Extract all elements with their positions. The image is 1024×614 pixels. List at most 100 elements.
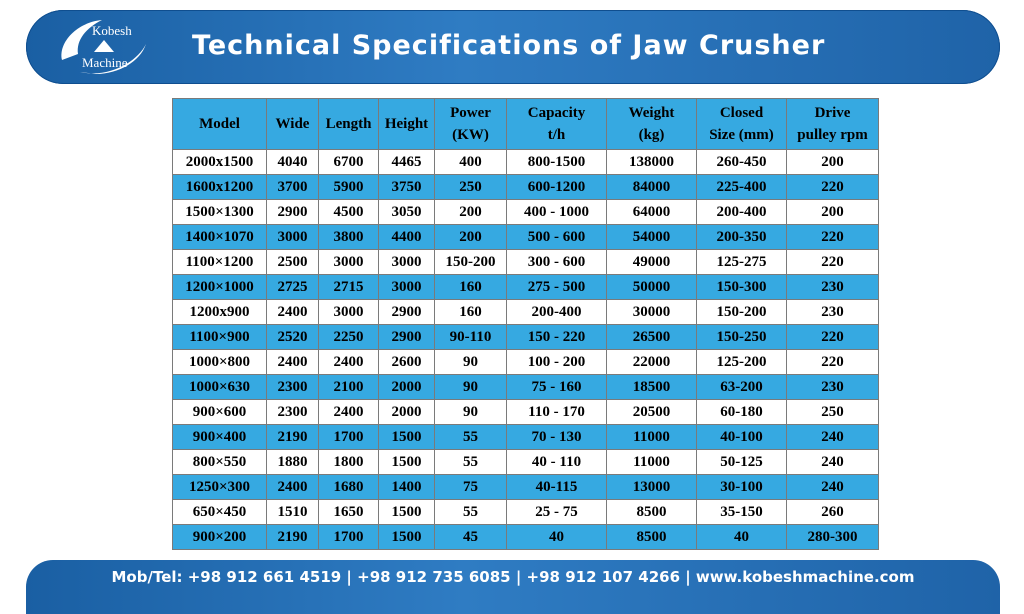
table-row: 1500×1300 2900 4500 3050 200 400 - 1000 64000 2… [172, 199, 879, 225]
table-cell: 1400×1070 [172, 224, 267, 250]
table-cell: 1700 [318, 524, 379, 550]
specifications-table: Model Wide Length Height Power (KW) Capacity t/… [172, 98, 879, 550]
table-cell: 2190 [266, 524, 319, 550]
table-cell: 8500 [606, 524, 697, 550]
column-header: Height [378, 98, 435, 150]
table-cell: 1600x1200 [172, 174, 267, 200]
table-cell: 11000 [606, 449, 697, 475]
table-cell: 400 - 1000 [506, 199, 607, 225]
table-cell: 2900 [378, 324, 435, 350]
table-cell: 260-450 [696, 149, 787, 175]
table-cell: 11000 [606, 424, 697, 450]
table-cell: 40 [696, 524, 787, 550]
table-row: 2000x1500 4040 6700 4465 400 800-1500 138000 26… [172, 149, 879, 175]
column-header-label: Capacity [527, 105, 586, 121]
table-cell: 1200×1000 [172, 274, 267, 300]
table-cell: 1800 [318, 449, 379, 475]
table-cell: 150-200 [696, 299, 787, 325]
header-banner [26, 10, 1000, 84]
table-row: 650×450 1510 1650 1500 55 25 - 75 8500 35-150 26… [172, 499, 879, 525]
table-cell: 1510 [266, 499, 319, 525]
table-cell: 60-180 [696, 399, 787, 425]
table-cell: 230 [786, 374, 879, 400]
table-cell: 1250×300 [172, 474, 267, 500]
table-cell: 8500 [606, 499, 697, 525]
table-cell: 55 [434, 499, 507, 525]
column-header-label: Size (mm) [709, 127, 774, 143]
table-cell: 150-300 [696, 274, 787, 300]
table-cell: 240 [786, 449, 879, 475]
specifications-table-container: Model Wide Length Height Power (KW) Capacity t/… [172, 98, 879, 550]
table-cell: 200 [786, 199, 879, 225]
table-cell: 1680 [318, 474, 379, 500]
table-cell: 2000 [378, 399, 435, 425]
column-header-label: Height [384, 116, 429, 132]
table-cell: 3000 [378, 274, 435, 300]
table-cell: 1500 [378, 449, 435, 475]
table-cell: 230 [786, 299, 879, 325]
table-cell: 40 [506, 524, 607, 550]
table-cell: 84000 [606, 174, 697, 200]
table-cell: 40 - 110 [506, 449, 607, 475]
table-cell: 230 [786, 274, 879, 300]
page-title: Technical Specifications of Jaw Crusher [192, 30, 826, 61]
table-cell: 2400 [318, 349, 379, 375]
table-cell: 1880 [266, 449, 319, 475]
column-header: Drive pulley rpm [786, 98, 879, 150]
table-cell: 150-200 [434, 249, 507, 275]
table-cell: 2190 [266, 424, 319, 450]
table-cell: 200-350 [696, 224, 787, 250]
table-cell: 4500 [318, 199, 379, 225]
table-row: 1200x900 2400 3000 2900 160 200-400 30000 150-2… [172, 299, 879, 325]
logo-text-top: Kobesh [92, 23, 132, 38]
table-cell: 5900 [318, 174, 379, 200]
column-header-label: Closed [719, 105, 764, 121]
table-cell: 1500×1300 [172, 199, 267, 225]
table-row: 1400×1070 3000 3800 4400 200 500 - 600 54000 20… [172, 224, 879, 250]
column-header-label: t/h [547, 127, 566, 143]
table-cell: 900×400 [172, 424, 267, 450]
table-cell: 280-300 [786, 524, 879, 550]
table-cell: 40-100 [696, 424, 787, 450]
table-cell: 400 [434, 149, 507, 175]
table-cell: 25 - 75 [506, 499, 607, 525]
table-cell: 3750 [378, 174, 435, 200]
table-cell: 55 [434, 424, 507, 450]
table-cell: 100 - 200 [506, 349, 607, 375]
table-cell: 1100×1200 [172, 249, 267, 275]
table-cell: 200-400 [696, 199, 787, 225]
table-cell: 2715 [318, 274, 379, 300]
column-header: Weight (kg) [606, 98, 697, 150]
table-cell: 1500 [378, 524, 435, 550]
table-cell: 225-400 [696, 174, 787, 200]
table-row: 1000×630 2300 2100 2000 90 75 - 160 18500 63-20… [172, 374, 879, 400]
table-cell: 800×550 [172, 449, 267, 475]
table-cell: 200 [434, 199, 507, 225]
table-cell: 45 [434, 524, 507, 550]
table-cell: 1400 [378, 474, 435, 500]
column-header-label: Model [199, 116, 240, 132]
table-cell: 220 [786, 224, 879, 250]
table-cell: 200 [786, 149, 879, 175]
table-row: 900×400 2190 1700 1500 55 70 - 130 11000 40-100… [172, 424, 879, 450]
table-header-row: Model Wide Length Height Power (KW) Capacity t/… [172, 98, 879, 150]
table-row: 800×550 1880 1800 1500 55 40 - 110 11000 50-125… [172, 449, 879, 475]
table-cell: 49000 [606, 249, 697, 275]
table-cell: 2400 [266, 299, 319, 325]
column-header-label: pulley rpm [797, 127, 868, 143]
table-cell: 3800 [318, 224, 379, 250]
table-cell: 3700 [266, 174, 319, 200]
table-cell: 64000 [606, 199, 697, 225]
table-cell: 250 [786, 399, 879, 425]
table-cell: 2400 [266, 349, 319, 375]
column-header: Wide [266, 98, 319, 150]
table-cell: 220 [786, 324, 879, 350]
table-cell: 6700 [318, 149, 379, 175]
table-cell: 4040 [266, 149, 319, 175]
table-cell: 2300 [266, 399, 319, 425]
table-cell: 275 - 500 [506, 274, 607, 300]
table-cell: 3050 [378, 199, 435, 225]
table-cell: 90 [434, 399, 507, 425]
kobesh-machine-logo-icon: Kobesh Machine [56, 14, 152, 80]
table-cell: 2900 [378, 299, 435, 325]
